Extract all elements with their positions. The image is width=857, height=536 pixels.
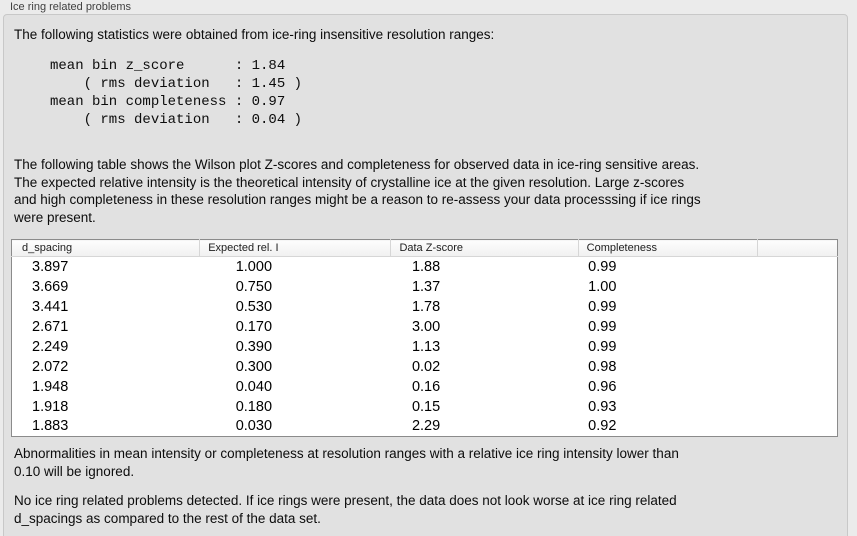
cell-d-spacing: 1.883 — [32, 418, 69, 435]
cell-expected-rel-i: 0.530 — [235, 298, 273, 315]
cell-completeness: 0.99 — [588, 258, 617, 275]
cell-d-spacing: 3.441 — [32, 298, 69, 315]
cell-expected-rel-i: 1.000 — [235, 258, 273, 275]
cell-d-spacing: 1.948 — [32, 378, 69, 395]
cell-data-z-score: 0.02 — [411, 358, 441, 375]
table-row[interactable]: 3.897 1.000 1.88 0.99 — [12, 257, 838, 277]
table-header-row: d_spacing Expected rel. I Data Z-score C… — [11, 239, 838, 257]
cell-expected-rel-i: 0.300 — [235, 358, 273, 375]
cell-empty — [757, 357, 837, 377]
cell-completeness: 0.93 — [588, 398, 617, 415]
column-header-d-spacing[interactable]: d_spacing — [11, 239, 201, 257]
table-row[interactable]: 3.441 0.530 1.78 0.99 — [12, 297, 838, 317]
cell-empty — [757, 297, 837, 317]
table-row[interactable]: 2.072 0.300 0.02 0.98 — [12, 357, 838, 377]
ignore-note-text: Abnormalities in mean intensity or compl… — [14, 446, 679, 479]
table-row[interactable]: 1.883 0.030 2.29 0.92 — [12, 417, 838, 437]
table-row[interactable]: 1.948 0.040 0.16 0.96 — [12, 377, 838, 397]
cell-d-spacing: 2.671 — [32, 318, 69, 335]
column-header-completeness[interactable]: Completeness — [578, 239, 758, 257]
cell-expected-rel-i: 0.180 — [235, 398, 273, 415]
cell-expected-rel-i: 0.040 — [235, 378, 273, 395]
cell-expected-rel-i: 0.170 — [235, 318, 273, 335]
statistics-block: mean bin z_score : 1.84 ( rms deviation … — [50, 58, 303, 128]
cell-completeness: 0.99 — [588, 318, 617, 335]
conclusion-text: No ice ring related problems detected. I… — [14, 493, 677, 526]
cell-d-spacing: 2.072 — [32, 358, 69, 375]
cell-empty — [757, 397, 837, 417]
intro-text: The following statistics were obtained f… — [14, 27, 495, 42]
groupbox-title: Ice ring related problems — [10, 1, 132, 13]
cell-empty — [757, 417, 837, 437]
cell-d-spacing: 2.249 — [32, 338, 69, 355]
cell-empty — [757, 317, 837, 337]
cell-data-z-score: 2.29 — [411, 418, 441, 435]
cell-expected-rel-i: 0.030 — [235, 418, 273, 435]
column-header-expected-rel-i[interactable]: Expected rel. I — [199, 239, 392, 257]
cell-data-z-score: 1.78 — [411, 298, 441, 315]
cell-completeness: 0.96 — [588, 378, 617, 395]
cell-d-spacing: 3.669 — [32, 278, 69, 295]
cell-data-z-score: 0.16 — [411, 378, 441, 395]
cell-data-z-score: 1.88 — [411, 258, 441, 275]
cell-data-z-score: 3.00 — [411, 318, 441, 335]
column-header-empty[interactable] — [757, 239, 838, 257]
table-row[interactable]: 3.669 0.750 1.37 1.00 — [12, 277, 838, 297]
cell-expected-rel-i: 0.390 — [235, 338, 273, 355]
description-text: The following table shows the Wilson plo… — [14, 157, 701, 225]
table-row[interactable]: 2.249 0.390 1.13 0.99 — [12, 337, 838, 357]
cell-d-spacing: 1.918 — [32, 398, 69, 415]
cell-empty — [757, 377, 837, 397]
cell-expected-rel-i: 0.750 — [235, 278, 273, 295]
cell-completeness: 0.99 — [588, 298, 617, 315]
cell-d-spacing: 3.897 — [32, 258, 69, 275]
cell-completeness: 0.92 — [588, 418, 617, 435]
cell-data-z-score: 1.37 — [411, 278, 441, 295]
column-header-data-z-score[interactable]: Data Z-score — [390, 239, 579, 257]
cell-empty — [757, 277, 837, 297]
cell-data-z-score: 0.15 — [411, 398, 441, 415]
cell-empty — [757, 337, 837, 357]
cell-completeness: 0.98 — [588, 358, 617, 375]
cell-completeness: 0.99 — [588, 338, 617, 355]
table-row[interactable]: 1.918 0.180 0.15 0.93 — [12, 397, 838, 417]
cell-empty — [757, 257, 837, 277]
table-row[interactable]: 2.671 0.170 3.00 0.99 — [12, 317, 838, 337]
cell-data-z-score: 1.13 — [411, 338, 441, 355]
ice-ring-table: d_spacing Expected rel. I Data Z-score C… — [11, 239, 838, 437]
cell-completeness: 1.00 — [588, 278, 617, 295]
